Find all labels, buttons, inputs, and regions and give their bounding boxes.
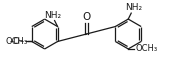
Text: NH₂: NH₂ — [44, 11, 61, 20]
Text: –O–: –O– — [10, 37, 25, 46]
Text: NH₂: NH₂ — [125, 3, 142, 12]
Text: OCH₃: OCH₃ — [6, 37, 28, 46]
Text: O: O — [82, 12, 91, 22]
Text: OCH₃: OCH₃ — [135, 44, 157, 53]
